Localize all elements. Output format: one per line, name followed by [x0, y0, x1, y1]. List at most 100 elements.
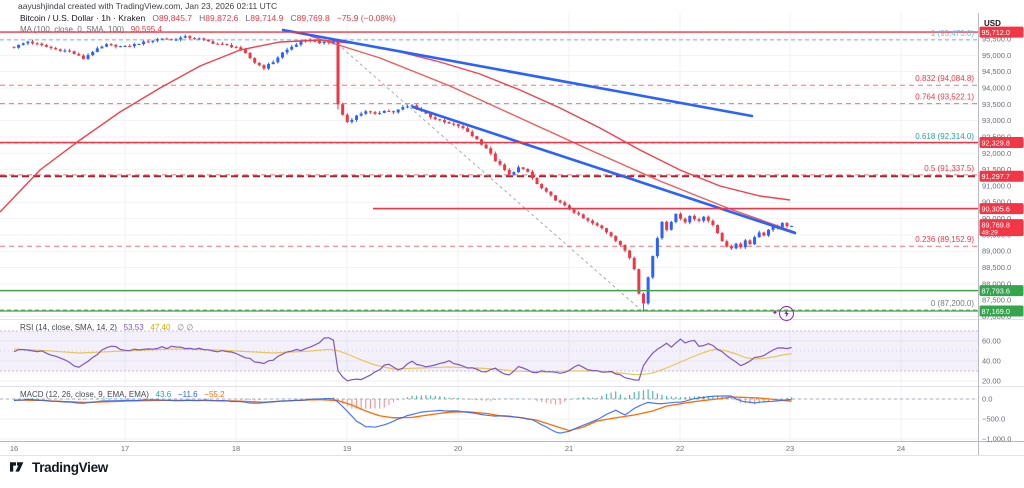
fib-label: 0 (87,200.0) [931, 299, 974, 308]
svg-text:20.00: 20.00 [982, 377, 1001, 386]
symbol-title: Bitcoin / U.S. Dollar · 1h · Kraken [20, 13, 146, 23]
fib-label: 0.5 (91,337.5) [924, 164, 974, 173]
svg-text:48:29: 48:29 [982, 229, 999, 236]
rsi-value: 53.53 [123, 323, 144, 332]
macd-hist-value: 43.6 [155, 390, 172, 399]
price-axis-labels: 95,500.0 95,000.0 94,500.0 94,000.0 93,500.0… [982, 35, 1011, 444]
svg-text:87,793.6: 87,793.6 [982, 286, 1010, 295]
svg-text:91,500.0: 91,500.0 [982, 165, 1011, 174]
ma-legend: MA (100, close, 0, SMA, 100) 90,595.4 [20, 25, 162, 34]
candles [12, 34, 794, 311]
svg-text:93,000.0: 93,000.0 [982, 116, 1011, 125]
chart-svg[interactable]: 95,500.0 95,000.0 94,500.0 94,000.0 93,500.0… [0, 0, 1024, 456]
high-label: H [199, 13, 206, 23]
current-price-chip: 89,769.848:29 [979, 219, 1024, 236]
fib-label: 0.236 (89,152.9) [915, 235, 974, 244]
fib-label: 1 (95,473.0) [931, 29, 974, 38]
svg-text:94,000.0: 94,000.0 [982, 83, 1011, 92]
svg-text:20: 20 [454, 444, 462, 453]
rsi-line [13, 337, 792, 382]
svg-text:0.0: 0.0 [982, 395, 992, 404]
svg-text:95,000.0: 95,000.0 [982, 51, 1011, 60]
svg-text:94,500.0: 94,500.0 [982, 67, 1011, 76]
rsi-band [0, 330, 978, 372]
low-label: L [245, 13, 251, 23]
svg-text:95,712.0: 95,712.0 [982, 28, 1010, 37]
trendline[interactable] [281, 28, 754, 118]
svg-text:60.00: 60.00 [982, 337, 1001, 346]
price-levels-dashed [0, 39, 978, 311]
fib-label: 0.832 (94,084.8) [915, 74, 974, 83]
svg-text:92,329.8: 92,329.8 [982, 138, 1010, 147]
price-level-chip: 95,712.0 [979, 26, 1024, 38]
svg-text:88,000.0: 88,000.0 [982, 279, 1011, 288]
macd-histogram [13, 389, 793, 409]
svg-text:90,305.6: 90,305.6 [982, 204, 1010, 213]
fib-baseline [332, 39, 642, 311]
svg-text:93,500.0: 93,500.0 [982, 100, 1011, 109]
open-value: 89,845.7 [158, 13, 193, 23]
low-value: 89,714.9 [250, 13, 284, 23]
price-level-chip: 91,297.7 [979, 170, 1024, 182]
svg-text:90,000.0: 90,000.0 [982, 214, 1011, 223]
macd-value: −11.6 [177, 390, 198, 399]
rsi-sma-value: 47.40 [150, 323, 171, 332]
price-chips: 95,712.0 92,329.8 91,297.7 90,305.6 89,769.8… [979, 26, 1024, 317]
close-value: 89,769.8 [296, 13, 330, 23]
svg-text:87,169.0: 87,169.0 [982, 307, 1010, 316]
symbol-legend: Bitcoin / U.S. Dollar · 1h · Kraken O89,… [20, 13, 395, 23]
tradingview-wordmark: TradingView [32, 460, 108, 475]
price-level-chip: 87,169.0 [979, 305, 1024, 317]
attribution-text: aayushjindal created with TradingView.co… [18, 1, 278, 11]
macd-label: MACD (12, 26, close, 9, EMA, EMA) [20, 390, 149, 399]
svg-text:89,769.8: 89,769.8 [982, 220, 1010, 229]
price-levels-solid [0, 31, 978, 312]
fib-label: 0.618 (92,314.0) [915, 132, 974, 141]
price-scale[interactable] [978, 13, 1024, 441]
svg-text:23: 23 [786, 444, 794, 453]
svg-text:24: 24 [897, 444, 905, 453]
time-axis-labels: 16 17 18 19 20 21 22 23 24 [10, 444, 905, 453]
event-marker-icon[interactable]: ✦ [772, 306, 794, 321]
svg-text:87,500.0: 87,500.0 [982, 296, 1011, 305]
grid [0, 13, 978, 441]
svg-text:18: 18 [232, 444, 240, 453]
change-value: −75.9 (−0.08%) [336, 13, 396, 23]
macd-main-line [13, 395, 792, 434]
price-level-chip: 90,305.6 [979, 203, 1024, 215]
svg-text:40.00: 40.00 [982, 357, 1001, 366]
ma-label: MA (100, close, 0, SMA, 100) [20, 25, 125, 34]
svg-text:95,500.0: 95,500.0 [982, 35, 1011, 44]
svg-text:22: 22 [676, 444, 684, 453]
svg-text:89,000.0: 89,000.0 [982, 247, 1011, 256]
high-value: 89,872.6 [205, 13, 239, 23]
rsi-legend: RSI (14, close, SMA, 14, 2) 53.53 47.40 … [20, 323, 193, 332]
svg-text:19: 19 [343, 444, 351, 453]
tradingview-logo[interactable]: TradingView [10, 460, 108, 475]
macd-legend: MACD (12, 26, close, 9, EMA, EMA) 43.6 −… [20, 390, 225, 399]
svg-text:90,500.0: 90,500.0 [982, 198, 1011, 207]
close-label: C [290, 13, 297, 23]
time-scale[interactable] [0, 441, 978, 455]
svg-text:−500.0: −500.0 [982, 415, 1005, 424]
macd-signal-value: −55.2 [204, 390, 225, 399]
svg-text:−1,000.0: −1,000.0 [982, 435, 1011, 444]
svg-text:16: 16 [10, 444, 18, 453]
lightning-icon [784, 309, 789, 318]
fib-level-labels: 1 (95,473.0) 0.832 (94,084.8) 0.764 (93,52… [915, 29, 974, 308]
fib-label: 0.764 (93,522.1) [915, 93, 974, 102]
descending-red-curve [309, 35, 796, 233]
tradingview-mark-icon [10, 462, 24, 472]
open-label: O [152, 13, 159, 23]
rsi-empty-values: ∅ ∅ [177, 323, 194, 332]
price-level-chip: 87,793.6 [979, 285, 1024, 297]
svg-text:21: 21 [565, 444, 573, 453]
svg-text:92,000.0: 92,000.0 [982, 149, 1011, 158]
svg-text:87,000.0: 87,000.0 [982, 312, 1011, 321]
chart-canvas[interactable]: 95,500.0 95,000.0 94,500.0 94,000.0 93,500.0… [0, 0, 1024, 456]
svg-text:91,297.7: 91,297.7 [982, 172, 1010, 181]
svg-text:92,500.0: 92,500.0 [982, 132, 1011, 141]
svg-text:88,500.0: 88,500.0 [982, 263, 1011, 272]
trendline[interactable] [411, 105, 797, 235]
